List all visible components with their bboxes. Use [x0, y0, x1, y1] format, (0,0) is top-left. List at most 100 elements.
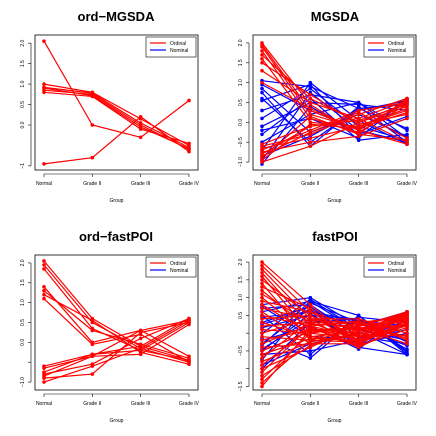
data-point	[405, 310, 409, 314]
legend-box	[145, 36, 197, 58]
data-point	[260, 363, 264, 367]
y-tick-label: 0.5	[20, 319, 26, 326]
data-point	[260, 345, 264, 350]
series-line-nominal	[261, 300, 408, 356]
series-line-ordinal	[261, 311, 408, 377]
data-point	[138, 117, 143, 121]
data-point	[138, 330, 143, 335]
x-tick-label: Normal	[36, 181, 52, 187]
y-tick-label: 1.0	[20, 80, 26, 87]
y-tick-label: 0.5	[20, 101, 26, 108]
data-point	[260, 132, 264, 137]
y-tick-label: −1.5	[238, 381, 244, 391]
series-line-ordinal	[43, 321, 190, 373]
panel-title: fastPOI	[312, 229, 358, 244]
data-point	[187, 356, 191, 361]
data-point	[138, 352, 143, 357]
data-point	[260, 373, 264, 378]
data-point	[405, 136, 409, 141]
y-tick-label: 1.5	[238, 59, 244, 66]
data-point	[308, 327, 313, 332]
x-tick-label: Grade II	[83, 401, 101, 407]
chart-panel-3: fastPOI −1.5 −0.5 0.5 1.0 1.5 2.0 Normal Grade I…	[238, 229, 418, 424]
y-tick-label: −1.0	[238, 157, 244, 167]
data-point	[260, 292, 264, 296]
data-point	[308, 100, 313, 105]
data-point	[260, 128, 264, 133]
data-point	[42, 39, 46, 43]
chart-panel-0: ord−MGSDA −1 0.0 0.5 1.0 1.5 2.0 Normal Grade II…	[20, 9, 200, 204]
data-point	[260, 60, 264, 65]
series-line-ordinal	[261, 70, 408, 143]
data-point	[260, 356, 264, 360]
series-line-ordinal	[43, 321, 190, 379]
series-line-ordinal	[261, 320, 408, 348]
data-point	[260, 338, 264, 343]
data-point	[356, 324, 361, 328]
data-point	[42, 366, 46, 370]
series-line-ordinal	[261, 323, 408, 387]
data-point	[260, 53, 264, 57]
x-tick-label: Grade II	[301, 181, 319, 187]
series-line-ordinal	[43, 323, 190, 377]
data-point	[308, 302, 313, 307]
data-point	[90, 318, 95, 323]
data-point	[260, 342, 264, 346]
data-point	[260, 124, 264, 129]
data-point	[405, 110, 409, 115]
legend-label-ordinal: Ordinal	[388, 261, 404, 267]
legend-box	[363, 256, 415, 278]
plot-frame	[252, 254, 417, 391]
data-point	[356, 110, 361, 115]
series-line-ordinal	[261, 320, 408, 359]
legend-label-nominal: Nominal	[388, 48, 406, 54]
data-point	[308, 352, 313, 357]
data-point	[42, 82, 46, 86]
series-line-nominal	[261, 81, 408, 151]
data-point	[187, 98, 191, 103]
data-point	[260, 116, 264, 121]
y-tick-label: 1.5	[20, 279, 26, 286]
x-tick-label: Grade III	[349, 181, 368, 187]
series-line-ordinal	[43, 87, 190, 150]
panel-title: MGSDA	[311, 9, 360, 24]
data-point	[260, 310, 264, 314]
data-point	[138, 336, 143, 341]
data-point	[260, 90, 264, 95]
data-point	[308, 299, 313, 303]
data-point	[42, 162, 46, 166]
y-tick-label: 0.0	[20, 339, 26, 346]
series-line-ordinal	[261, 117, 408, 153]
series-line-ordinal	[43, 116, 190, 165]
data-point	[405, 100, 409, 105]
data-point	[260, 334, 264, 339]
series-line-ordinal	[261, 318, 408, 363]
data-point	[308, 140, 313, 145]
data-point	[90, 155, 95, 160]
y-tick-label: −0.5	[238, 346, 244, 356]
y-tick-label: 0.0	[20, 121, 26, 128]
data-point	[138, 346, 143, 351]
data-point	[260, 281, 264, 286]
series-line-ordinal	[43, 319, 190, 383]
data-point	[187, 146, 191, 151]
data-point	[90, 372, 95, 376]
x-tick-label: Grade III	[349, 401, 368, 407]
data-point	[356, 120, 361, 125]
data-point	[260, 49, 264, 53]
data-point	[42, 288, 46, 293]
y-tick-label: 0.0	[238, 119, 244, 126]
data-point	[187, 318, 191, 323]
data-point	[42, 284, 46, 289]
data-point	[42, 90, 46, 95]
data-point	[42, 86, 46, 90]
data-point	[260, 274, 264, 279]
plot-frame	[34, 34, 199, 171]
data-point	[405, 322, 409, 327]
data-point	[356, 126, 361, 131]
data-point	[260, 349, 264, 353]
plot-frame	[34, 254, 199, 391]
data-point	[260, 324, 264, 328]
series-line-nominal	[261, 101, 408, 127]
data-point	[260, 327, 264, 332]
